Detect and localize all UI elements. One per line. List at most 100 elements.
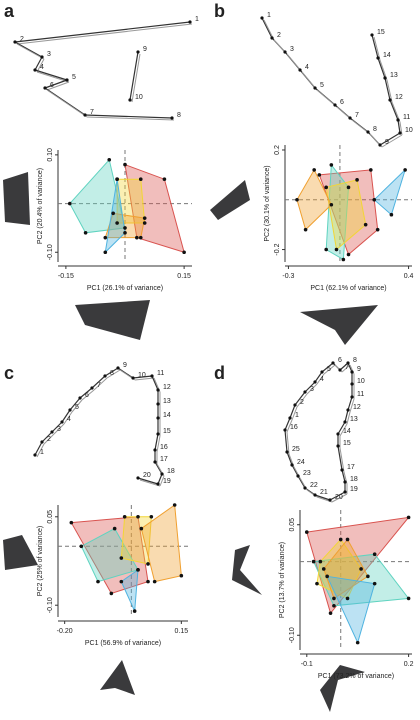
landmark xyxy=(350,382,354,386)
point xyxy=(103,250,108,255)
point xyxy=(107,157,112,162)
point xyxy=(366,574,370,579)
y-tick-label: -0.10 xyxy=(47,597,54,613)
point xyxy=(332,596,336,601)
x-tick-label: -0.15 xyxy=(58,273,74,280)
point xyxy=(172,503,177,507)
landmark xyxy=(313,380,317,384)
point xyxy=(329,202,334,207)
point xyxy=(325,574,329,579)
landmark xyxy=(340,468,344,472)
outline xyxy=(339,362,349,371)
landmark-label: 5 xyxy=(320,82,324,89)
point xyxy=(115,221,119,225)
landmark-label: 10 xyxy=(138,372,146,379)
landmark-label: 2 xyxy=(277,32,281,39)
landmark xyxy=(156,482,160,486)
shape xyxy=(3,535,38,570)
landmark xyxy=(170,116,174,120)
outline xyxy=(134,377,155,381)
landmark xyxy=(260,16,264,20)
outline xyxy=(34,441,43,456)
shape xyxy=(75,300,150,340)
y-axis-label: PC2 (25% of variance) xyxy=(37,526,44,596)
landmark xyxy=(313,86,317,90)
point xyxy=(146,562,150,566)
outline xyxy=(46,89,88,118)
landmark xyxy=(293,403,297,407)
landmark xyxy=(298,68,302,72)
point xyxy=(119,579,124,584)
outline xyxy=(86,116,175,121)
landmark xyxy=(90,386,94,390)
x-axis-label: PC1 (73.2% of variance) xyxy=(318,673,394,680)
landmark-label: 14 xyxy=(383,52,391,59)
landmark-label: 8 xyxy=(110,370,114,377)
landmark-label: 7 xyxy=(90,109,94,116)
point xyxy=(338,537,343,542)
landmark-label: 17 xyxy=(160,456,168,463)
landmark-label: 2 xyxy=(300,399,304,406)
point xyxy=(79,544,84,549)
panel-label: c xyxy=(4,363,14,383)
outline xyxy=(16,23,193,45)
landmark-label: 4 xyxy=(40,64,44,71)
point xyxy=(372,581,377,586)
landmark-label: 1 xyxy=(40,449,44,456)
point xyxy=(295,197,299,202)
point xyxy=(162,177,167,182)
landmark xyxy=(290,463,294,467)
landmark-label: 9 xyxy=(385,139,389,146)
landmark xyxy=(303,486,307,490)
landmark-label: 20 xyxy=(335,494,343,501)
landmark-label: 3 xyxy=(310,386,314,393)
landmark-label: 16 xyxy=(160,444,168,451)
landmark xyxy=(338,368,342,372)
outline xyxy=(314,494,331,501)
point xyxy=(136,568,140,572)
landmark xyxy=(78,396,82,400)
outline xyxy=(154,433,159,451)
outline xyxy=(79,387,93,399)
x-tick-label: 0.2 xyxy=(404,661,414,668)
outline xyxy=(349,398,355,413)
point xyxy=(96,579,100,584)
panel-label: d xyxy=(214,363,225,383)
y-axis-label: PC2 (13.7% of variance) xyxy=(279,542,286,618)
landmark-label: 7 xyxy=(355,112,359,119)
outline xyxy=(347,396,353,411)
landmark-label: 12 xyxy=(353,404,361,411)
point xyxy=(179,573,184,578)
landmark-label: 3 xyxy=(47,51,51,58)
landmark-label: 13 xyxy=(390,72,398,79)
outline xyxy=(381,134,403,148)
y-tick-label: 0.10 xyxy=(47,148,54,162)
outline xyxy=(346,411,351,425)
landmark-label: 13 xyxy=(350,416,358,423)
landmark xyxy=(156,402,160,406)
landmark xyxy=(13,40,17,44)
landmark-label: 8 xyxy=(373,126,377,133)
landmark-label: 17 xyxy=(347,464,355,471)
landmark-label: 15 xyxy=(377,29,385,36)
landmark xyxy=(60,420,64,424)
outline xyxy=(304,381,316,393)
point xyxy=(355,640,360,645)
landmark xyxy=(350,370,354,374)
outline xyxy=(291,464,299,477)
landmark xyxy=(350,395,354,399)
landmark-label: 5 xyxy=(327,366,331,373)
outline xyxy=(69,397,81,411)
landmark-label: 1 xyxy=(295,412,299,419)
y-tick-label: -0.2 xyxy=(274,243,281,255)
landmark xyxy=(40,440,44,444)
outline xyxy=(44,87,86,116)
landmark-label: 21 xyxy=(320,489,328,496)
landmark xyxy=(65,78,69,82)
point xyxy=(375,227,380,232)
point xyxy=(341,257,346,262)
outline xyxy=(339,423,348,437)
hull xyxy=(316,538,362,600)
point xyxy=(324,247,328,252)
outline xyxy=(261,17,273,39)
